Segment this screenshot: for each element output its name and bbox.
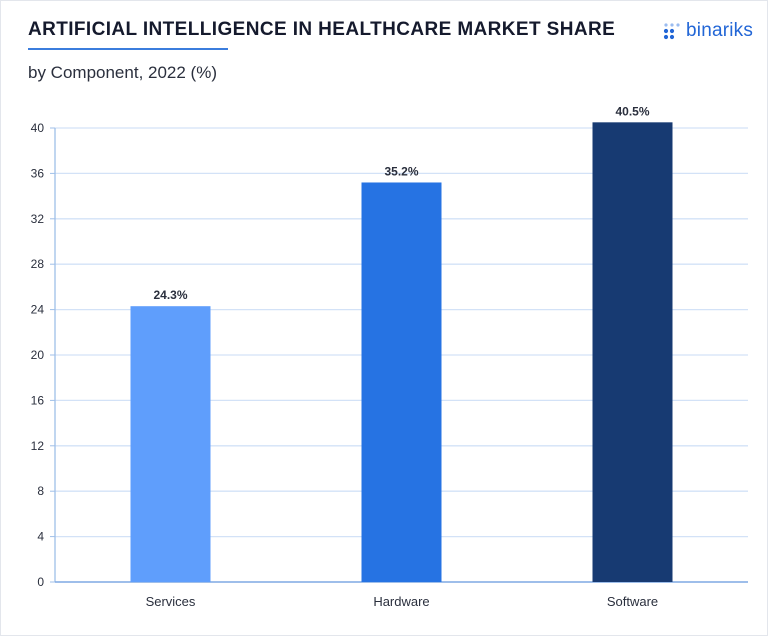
- chart-subtitle: by Component, 2022 (%): [28, 63, 217, 82]
- x-tick-label: Hardware: [373, 594, 429, 609]
- y-tick-label: 28: [31, 257, 45, 271]
- data-label: 24.3%: [153, 288, 187, 302]
- y-tick-label: 12: [31, 439, 45, 453]
- y-tick-label: 8: [37, 484, 44, 498]
- y-tick-label: 20: [31, 348, 45, 362]
- brand-logo: binariks: [663, 20, 753, 42]
- x-tick-label: Software: [607, 594, 658, 609]
- y-tick-label: 24: [31, 303, 45, 317]
- logo-text: binariks: [686, 20, 754, 41]
- title-underline: [28, 48, 228, 50]
- y-tick-label: 36: [31, 166, 45, 180]
- y-tick-label: 16: [31, 393, 45, 407]
- data-label: 40.5%: [615, 104, 649, 118]
- bar-hardware: [361, 182, 442, 583]
- y-tick-label: 4: [37, 530, 44, 544]
- bar-software: [592, 122, 673, 582]
- chart-title: ARTIFICIAL INTELLIGENCE IN HEALTHCARE MA…: [28, 19, 616, 40]
- x-tick-label: Services: [146, 594, 196, 609]
- y-tick-label: 32: [31, 212, 45, 226]
- y-tick-label: 0: [37, 575, 44, 589]
- y-tick-label: 40: [31, 121, 45, 135]
- data-label: 35.2%: [384, 164, 418, 178]
- bar-services: [130, 306, 211, 582]
- dot-grid-icon: [663, 23, 680, 40]
